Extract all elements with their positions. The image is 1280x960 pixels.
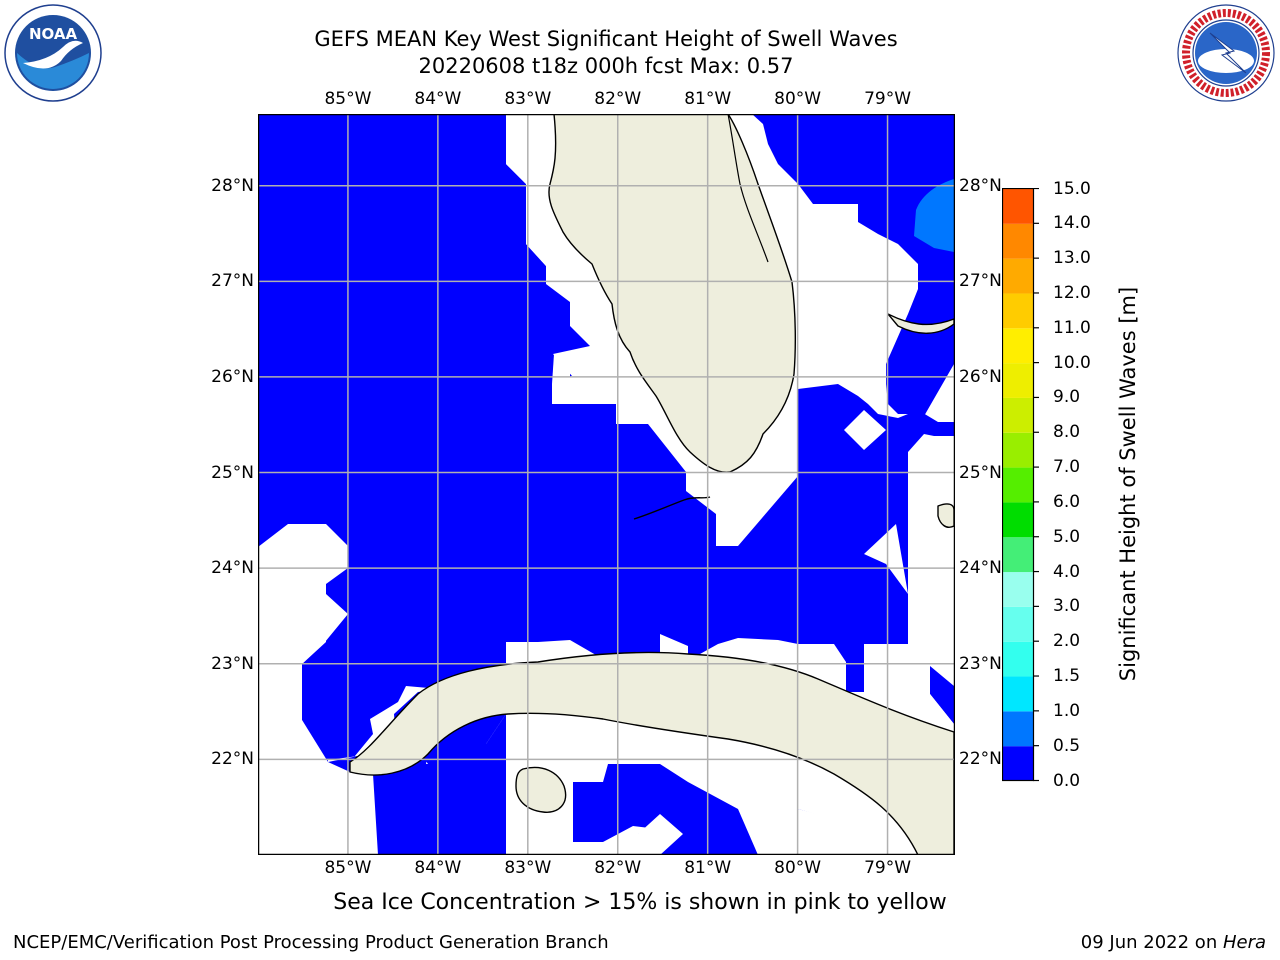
lon-label-bottom: 82°W — [594, 858, 642, 878]
lon-label-bottom: 79°W — [864, 858, 912, 878]
map-frame — [258, 114, 955, 855]
colorbar-tick-label: 3.0 — [1053, 596, 1081, 617]
colorbar-tick-label: 8.0 — [1053, 422, 1081, 443]
lat-label-left: 24°N — [211, 558, 254, 579]
colorbar-cell — [1003, 189, 1033, 224]
nodata-6 — [258, 524, 348, 720]
colorbar-tick-label: 6.0 — [1053, 491, 1081, 512]
chart-subtitle: 20220608 t18z 000h fcst Max: 0.57 — [418, 54, 794, 78]
colorbar-cell — [1003, 363, 1033, 398]
map-panel — [258, 114, 955, 855]
lat-label-right: 28°N — [959, 175, 1002, 196]
colorbar-tick-label: 15.0 — [1053, 178, 1091, 199]
lat-label-right: 26°N — [959, 366, 1002, 387]
colorbar-cell — [1003, 641, 1033, 677]
lon-label-bottom: 81°W — [684, 858, 732, 878]
graticule — [258, 114, 955, 855]
swell-water-west — [258, 114, 954, 774]
colorbar-frame — [1002, 188, 1035, 782]
footer-date-text: 09 Jun 2022 on — [1080, 932, 1223, 953]
lat-label-right: 27°N — [959, 271, 1002, 292]
colorbar-cell — [1003, 711, 1033, 747]
colorbar-tick-label: 14.0 — [1053, 213, 1091, 234]
colorbar-tick-label: 5.0 — [1053, 526, 1081, 547]
colorbar-cell — [1003, 676, 1033, 712]
colorbar-cell — [1003, 223, 1033, 259]
andros-island — [937, 503, 955, 528]
lon-label-top: 80°W — [774, 89, 822, 109]
noaa-logo-label: NOAA — [29, 25, 78, 43]
nodata-11 — [738, 809, 798, 855]
lat-label-right: 25°N — [959, 462, 1002, 483]
colorbar-cell — [1003, 432, 1033, 468]
lon-label-top: 83°W — [504, 89, 552, 109]
nodata-5 — [908, 452, 954, 506]
lon-label-bottom: 84°W — [414, 858, 462, 878]
nws-logo — [1177, 4, 1275, 102]
nodata-4 — [844, 410, 886, 450]
colorbar-tick-label: 10.0 — [1053, 352, 1091, 373]
lat-label-right: 22°N — [959, 749, 1002, 770]
colorbar-cell — [1003, 397, 1033, 433]
colorbar-tick-label: 0.5 — [1053, 735, 1081, 756]
colorbar-cell — [1003, 293, 1033, 329]
colorbar-cell — [1003, 258, 1033, 294]
noaa-logo: NOAA — [4, 4, 102, 102]
colorbar-cell — [1003, 502, 1033, 538]
colorbar-title: Significant Height of Swell Waves [m] — [1116, 286, 1140, 682]
colorbar — [1002, 188, 1039, 782]
land — [349, 114, 955, 855]
colorbar-tick-label: 2.0 — [1053, 631, 1081, 652]
colorbar-tick-label: 13.0 — [1053, 248, 1091, 269]
lon-label-bottom: 85°W — [324, 858, 372, 878]
nodata-10 — [638, 814, 683, 855]
florida-keys — [633, 496, 711, 520]
swell-water-0.5-1.0 — [914, 179, 954, 252]
lat-label-left: 26°N — [211, 366, 254, 387]
colorbar-tick-label: 1.5 — [1053, 666, 1081, 687]
lat-label-left: 28°N — [211, 175, 254, 196]
colorbar-tick-label: 1.0 — [1053, 700, 1081, 721]
nodata-12 — [798, 809, 864, 855]
lon-label-bottom: 83°W — [504, 858, 552, 878]
lon-label-top: 84°W — [414, 89, 462, 109]
lat-label-left: 22°N — [211, 749, 254, 770]
colorbar-cell — [1003, 467, 1033, 503]
colorbar-cell — [1003, 746, 1033, 781]
colorbar-tick-label: 12.0 — [1053, 282, 1091, 303]
colorbar-tick-label: 7.0 — [1053, 457, 1081, 478]
colorbar-title-wrap: Significant Height of Swell Waves [m] — [1104, 284, 1152, 684]
lat-label-left: 23°N — [211, 653, 254, 674]
florida-peninsula — [548, 114, 797, 473]
cuba — [349, 651, 955, 855]
swell-water-southeast — [930, 666, 954, 724]
colorbar-cell — [1003, 606, 1033, 642]
colorbar-cell — [1003, 537, 1033, 573]
chart-title: GEFS MEAN Key West Significant Height of… — [314, 27, 898, 51]
lon-label-top: 81°W — [684, 89, 732, 109]
colorbar-tick-label: 0.0 — [1053, 770, 1081, 791]
footer-host: Hera — [1222, 932, 1266, 953]
footer-credit: NCEP/EMC/Verification Post Processing Pr… — [13, 932, 609, 953]
lat-label-right: 24°N — [959, 558, 1002, 579]
lat-label-right: 23°N — [959, 653, 1002, 674]
lat-label-left: 27°N — [211, 271, 254, 292]
lat-label-left: 25°N — [211, 462, 254, 483]
lon-label-top: 79°W — [864, 89, 912, 109]
lon-label-bottom: 80°W — [774, 858, 822, 878]
colorbar-cell — [1003, 328, 1033, 364]
sea-ice-note: Sea Ice Concentration > 15% is shown in … — [333, 890, 947, 915]
colorbar-tick-label: 11.0 — [1053, 317, 1091, 338]
colorbar-cell — [1003, 572, 1033, 607]
lake-okeechobee — [727, 114, 769, 263]
lon-label-top: 82°W — [594, 89, 642, 109]
lon-label-top: 85°W — [324, 89, 372, 109]
footer-date: 09 Jun 2022 on Hera — [1081, 932, 1266, 953]
nodata-3 — [552, 376, 616, 404]
colorbar-tick-label: 4.0 — [1053, 561, 1081, 582]
nodata-1 — [506, 114, 554, 274]
swell-water-east-top — [752, 114, 954, 444]
colorbar-tick-label: 9.0 — [1053, 387, 1081, 408]
